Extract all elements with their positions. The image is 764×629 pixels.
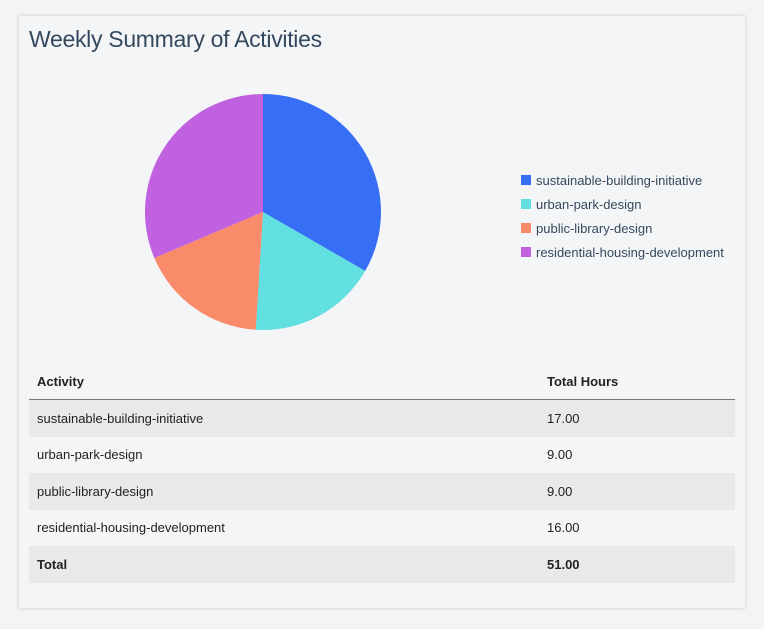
table-row: residential-housing-development 16.00: [29, 510, 735, 547]
legend-item[interactable]: public-library-design: [521, 216, 724, 240]
page-title: Weekly Summary of Activities: [29, 26, 322, 52]
legend-swatch: [521, 175, 531, 185]
pie-slice-sustainable-building-initiative[interactable]: [263, 94, 381, 271]
activity-cell: sustainable-building-initiative: [29, 399, 539, 437]
pie-slice-public-library-design[interactable]: [154, 212, 263, 330]
total-row: Total 51.00: [29, 546, 735, 583]
column-header-activity: Activity: [29, 364, 539, 400]
table-row: urban-park-design 9.00: [29, 437, 735, 474]
activity-cell: residential-housing-development: [37, 520, 225, 536]
pie-slice-urban-park-design[interactable]: [255, 212, 366, 330]
total-label: Total: [29, 546, 539, 583]
column-header-total-hours: Total Hours: [539, 364, 735, 400]
legend-item[interactable]: sustainable-building-initiative: [521, 168, 724, 192]
legend-label: public-library-design: [536, 220, 653, 236]
hours-cell: 9.00: [547, 447, 573, 463]
legend-swatch: [521, 247, 531, 257]
hours-cell: 17.00: [539, 399, 735, 437]
table-row: public-library-design 9.00: [29, 473, 735, 510]
legend-swatch: [521, 223, 531, 233]
legend-item[interactable]: urban-park-design: [521, 192, 724, 216]
summary-card: Weekly Summary of Activities sustainable…: [19, 16, 745, 608]
pie-chart: [144, 94, 381, 330]
legend-label: urban-park-design: [536, 196, 642, 212]
legend-item[interactable]: residential-housing-development: [521, 240, 724, 264]
legend-label: residential-housing-development: [536, 244, 724, 260]
legend-label: sustainable-building-initiative: [536, 172, 703, 188]
summary-table: Activity Total Hours sustainable-buildin…: [29, 364, 735, 583]
hours-cell: 16.00: [547, 520, 580, 536]
legend-swatch: [521, 199, 531, 209]
pie-slice-residential-housing-development[interactable]: [144, 94, 263, 258]
activity-cell: urban-park-design: [37, 447, 143, 463]
activity-cell: public-library-design: [29, 473, 539, 510]
table-row: sustainable-building-initiative 17.00: [29, 399, 735, 437]
hours-cell: 9.00: [539, 473, 735, 510]
total-value: 51.00: [539, 546, 735, 583]
chart-legend: sustainable-building-initiative urban-par…: [521, 168, 724, 264]
